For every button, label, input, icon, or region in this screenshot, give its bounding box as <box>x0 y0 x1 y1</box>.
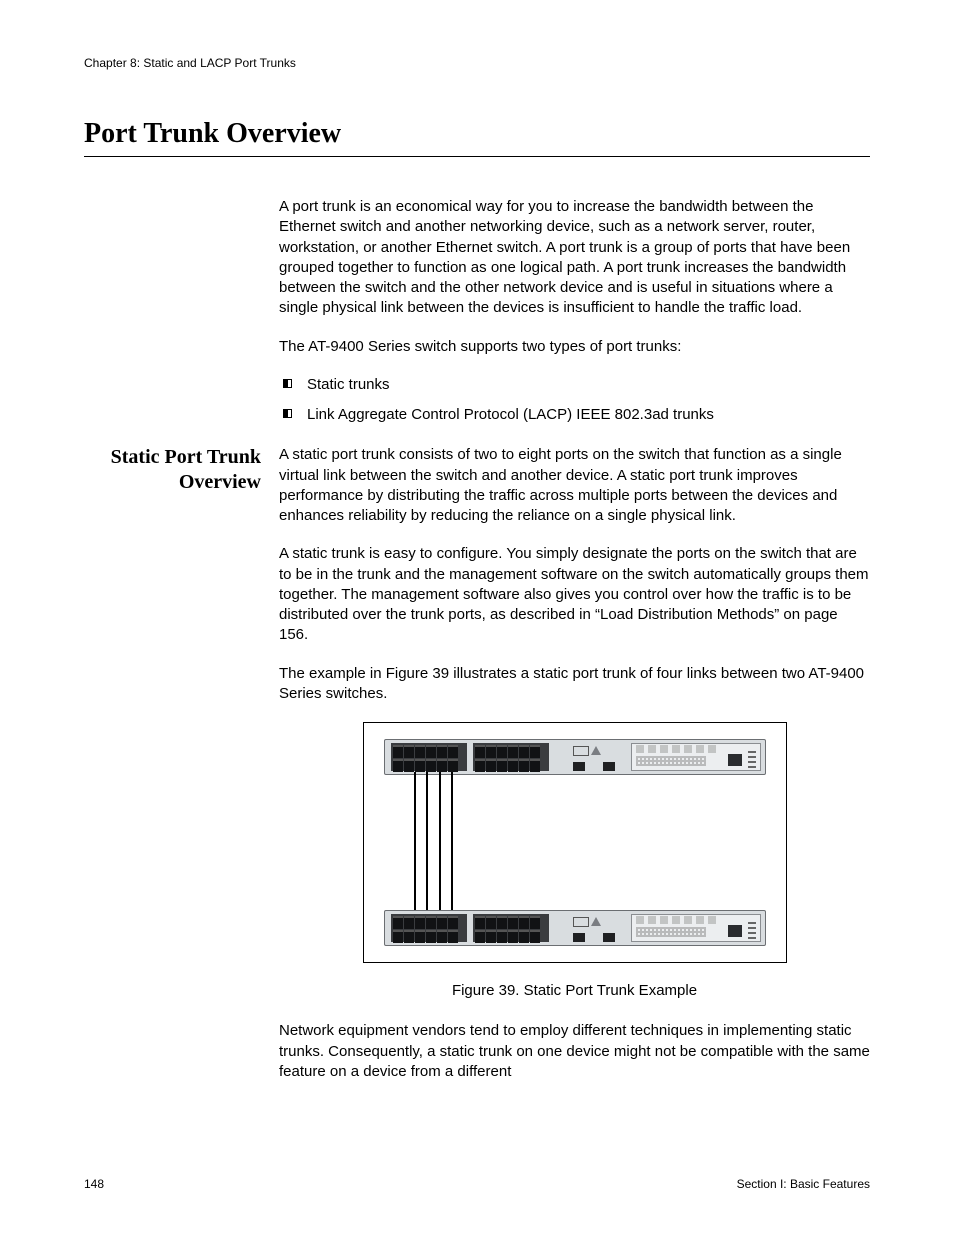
intro-para-2: The AT-9400 Series switch supports two t… <box>279 337 870 357</box>
section-label: Section I: Basic Features <box>737 1177 870 1191</box>
static-para-4: Network equipment vendors tend to employ… <box>279 1021 870 1082</box>
figure-39: Figure 39. Static Port Trunk Example <box>279 722 870 1001</box>
port-bank-1 <box>391 914 467 942</box>
document-page: Chapter 8: Static and LACP Port Trunks P… <box>0 0 954 1235</box>
cable-2 <box>426 772 428 913</box>
static-content: A static port trunk consists of two to e… <box>279 445 870 1100</box>
page-footer: 148 Section I: Basic Features <box>84 1177 870 1191</box>
side-col-static: Static Port Trunk Overview <box>84 445 279 1100</box>
indicator-triangle-icon <box>591 917 601 926</box>
sfp-slot-a <box>573 933 585 942</box>
switch-top <box>384 739 766 775</box>
static-section: Static Port Trunk Overview A static port… <box>84 445 870 1100</box>
indicator-triangle-icon <box>591 746 601 755</box>
trunk-type-list: Static trunks Link Aggregate Control Pro… <box>279 375 870 426</box>
status-panel <box>631 743 761 771</box>
figure-caption: Figure 39. Static Port Trunk Example <box>279 981 870 1001</box>
status-panel <box>631 914 761 942</box>
bullet-lacp: Link Aggregate Control Protocol (LACP) I… <box>279 405 870 425</box>
cable-1 <box>414 772 416 913</box>
sfp-slot-a <box>573 762 585 771</box>
port-bank-2 <box>473 743 549 771</box>
indicator-square-icon <box>573 746 589 756</box>
sfp-slot-b <box>603 933 615 942</box>
page-number: 148 <box>84 1177 104 1191</box>
static-para-1: A static port trunk consists of two to e… <box>279 445 870 526</box>
switch-bottom <box>384 910 766 946</box>
page-title: Port Trunk Overview <box>84 118 870 157</box>
trunk-cables <box>384 775 766 910</box>
figure-frame <box>363 722 787 963</box>
static-para-2: A static trunk is easy to configure. You… <box>279 544 870 645</box>
cable-4 <box>451 772 453 913</box>
intro-section: A port trunk is an economical way for yo… <box>84 197 870 445</box>
port-bank-1 <box>391 743 467 771</box>
chapter-header: Chapter 8: Static and LACP Port Trunks <box>84 56 870 70</box>
port-bank-2 <box>473 914 549 942</box>
intro-content: A port trunk is an economical way for yo… <box>279 197 870 445</box>
bullet-static: Static trunks <box>279 375 870 395</box>
side-col-empty <box>84 197 279 445</box>
sfp-slot-b <box>603 762 615 771</box>
cable-3 <box>439 772 441 913</box>
static-para-3: The example in Figure 39 illustrates a s… <box>279 664 870 705</box>
indicator-square-icon <box>573 917 589 927</box>
intro-para-1: A port trunk is an economical way for yo… <box>279 197 870 319</box>
static-heading: Static Port Trunk Overview <box>84 445 261 495</box>
